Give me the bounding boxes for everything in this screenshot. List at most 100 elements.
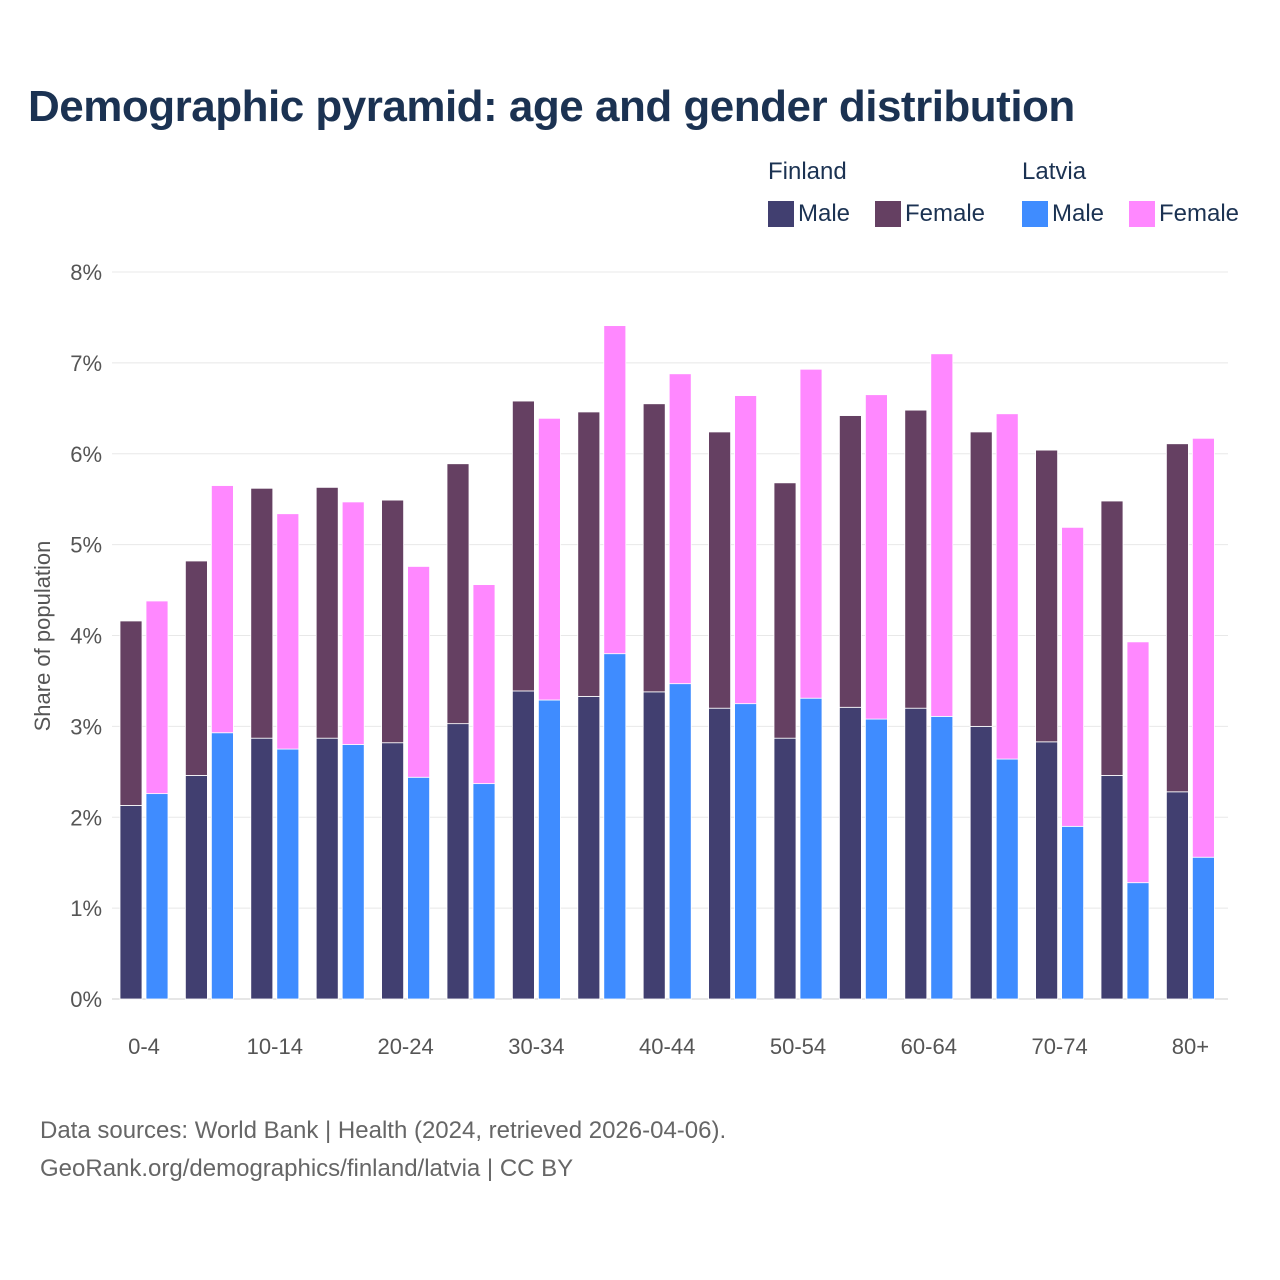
bar-latvia-male-55-59 bbox=[865, 718, 888, 1000]
bar-latvia-female-55-59 bbox=[865, 394, 888, 720]
bar-finland-male-10-14 bbox=[250, 737, 274, 1000]
bar-latvia-female-5-9 bbox=[210, 485, 234, 734]
bar-latvia-female-15-19 bbox=[341, 501, 365, 745]
legend-swatch bbox=[875, 201, 901, 227]
bar-latvia-male-0-4 bbox=[145, 793, 169, 1000]
bar-finland-female-20-24 bbox=[381, 499, 405, 744]
bar-finland-female-40-44 bbox=[642, 403, 666, 693]
legend-label: Male bbox=[798, 200, 851, 227]
legend-swatch bbox=[1129, 201, 1155, 227]
bar-latvia-female-75-79 bbox=[1126, 641, 1150, 884]
bar-finland-female-55-59 bbox=[839, 415, 862, 708]
x-tick-label: 40-44 bbox=[639, 1034, 695, 1059]
chart-area: 0% 1% 2% 3% 4% 5% 6% 7% 8% Share of population 0-4… bbox=[30, 260, 1228, 1059]
bar-finland-male-75-79 bbox=[1100, 775, 1124, 1000]
bar-finland-female-10-14 bbox=[250, 487, 274, 739]
bar-finland-female-50-54 bbox=[773, 482, 797, 739]
bar-latvia-male-45-49 bbox=[734, 703, 757, 1000]
x-tick-label: 70-74 bbox=[1031, 1034, 1087, 1059]
bar-finland-female-25-29 bbox=[446, 463, 470, 725]
x-tick-label: 80+ bbox=[1172, 1034, 1209, 1059]
bar-latvia-female-35-39 bbox=[603, 325, 627, 655]
bar-latvia-female-40-44 bbox=[668, 373, 692, 685]
bar-finland-female-5-9 bbox=[184, 560, 208, 776]
legend-group-latvia: Latvia bbox=[1022, 158, 1087, 185]
bar-latvia-male-15-19 bbox=[341, 744, 365, 1000]
bar-latvia-female-0-4 bbox=[145, 600, 169, 795]
bar-finland-female-75-79 bbox=[1100, 500, 1124, 776]
legend-label: Female bbox=[905, 200, 986, 227]
bar-finland-male-80+ bbox=[1166, 791, 1189, 1000]
bar-latvia-female-45-49 bbox=[734, 395, 757, 705]
bar-finland-female-80+ bbox=[1166, 443, 1189, 793]
bar-finland-male-45-49 bbox=[708, 707, 731, 1000]
bar-latvia-male-20-24 bbox=[407, 776, 431, 1000]
bar-finland-male-30-34 bbox=[512, 690, 535, 1000]
legend-latvia-female[interactable]: Female bbox=[1129, 200, 1239, 228]
chart-title: Demographic pyramid: age and gender dist… bbox=[28, 82, 1075, 131]
bar-latvia-male-65-69 bbox=[995, 758, 1019, 1000]
bar-finland-female-35-39 bbox=[577, 411, 601, 697]
bar-finland-male-65-69 bbox=[969, 725, 993, 1000]
legend-label: Female bbox=[1159, 200, 1240, 227]
footer-credit: GeoRank.org/demographics/finland/latvia … bbox=[40, 1155, 574, 1182]
legend-latvia-male[interactable]: Male bbox=[1022, 200, 1104, 228]
y-tick-label: 7% bbox=[70, 351, 102, 376]
bar-latvia-female-80+ bbox=[1192, 437, 1215, 858]
bar-finland-male-0-4 bbox=[119, 805, 143, 1000]
bar-latvia-male-60-64 bbox=[930, 715, 954, 1000]
y-tick-label: 6% bbox=[70, 442, 102, 467]
bar-finland-male-70-74 bbox=[1035, 741, 1058, 1000]
bar-latvia-male-75-79 bbox=[1126, 882, 1150, 1000]
bar-latvia-male-80+ bbox=[1192, 856, 1215, 1000]
bar-latvia-female-20-24 bbox=[407, 566, 431, 778]
bar-finland-male-55-59 bbox=[839, 706, 862, 1000]
bar-latvia-male-40-44 bbox=[668, 683, 692, 1000]
bar-latvia-female-10-14 bbox=[276, 513, 300, 750]
bar-latvia-male-30-34 bbox=[538, 699, 561, 1000]
x-tick-label: 0-4 bbox=[128, 1034, 160, 1059]
bar-latvia-female-30-34 bbox=[538, 417, 561, 701]
y-tick-label: 2% bbox=[70, 805, 102, 830]
bar-latvia-male-50-54 bbox=[799, 697, 823, 1000]
bar-latvia-male-5-9 bbox=[210, 732, 234, 1000]
bar-latvia-male-70-74 bbox=[1061, 825, 1084, 1000]
bar-finland-female-15-19 bbox=[315, 486, 339, 739]
x-tick-label: 50-54 bbox=[770, 1034, 826, 1059]
bar-finland-male-40-44 bbox=[642, 691, 666, 1000]
bar-finland-male-50-54 bbox=[773, 737, 797, 1000]
y-tick-label: 5% bbox=[70, 533, 102, 558]
bar-latvia-male-35-39 bbox=[603, 653, 627, 1000]
bar-finland-male-15-19 bbox=[315, 737, 339, 1000]
legend-swatch bbox=[768, 201, 794, 227]
bar-latvia-male-10-14 bbox=[276, 748, 300, 1000]
bar-finland-female-60-64 bbox=[904, 409, 928, 709]
bar-latvia-male-25-29 bbox=[472, 783, 496, 1000]
x-tick-label: 20-24 bbox=[377, 1034, 433, 1059]
x-tick-label: 60-64 bbox=[901, 1034, 957, 1059]
x-tick-label: 30-34 bbox=[508, 1034, 564, 1059]
bar-finland-male-25-29 bbox=[446, 723, 470, 1000]
legend-finland-male[interactable]: Male bbox=[768, 200, 850, 228]
y-axis-label: Share of population bbox=[30, 541, 55, 732]
legend-swatch bbox=[1022, 201, 1048, 227]
legend-label: Male bbox=[1052, 200, 1105, 227]
footer-source: Data sources: World Bank | Health (2024,… bbox=[40, 1117, 727, 1144]
y-tick-label: 1% bbox=[70, 896, 102, 921]
bar-latvia-female-25-29 bbox=[472, 584, 496, 785]
bar-latvia-female-50-54 bbox=[799, 368, 823, 699]
bar-finland-female-45-49 bbox=[708, 431, 731, 709]
bar-finland-female-0-4 bbox=[119, 620, 143, 806]
bar-finland-female-70-74 bbox=[1035, 449, 1058, 743]
bar-finland-male-35-39 bbox=[577, 695, 601, 1000]
y-tick-label: 3% bbox=[70, 714, 102, 739]
legend-finland-female[interactable]: Female bbox=[875, 200, 985, 228]
bar-latvia-female-65-69 bbox=[995, 413, 1019, 760]
x-tick-label: 10-14 bbox=[247, 1034, 303, 1059]
bar-finland-male-20-24 bbox=[381, 742, 405, 1000]
y-tick-label: 8% bbox=[70, 260, 102, 285]
bar-finland-female-30-34 bbox=[512, 400, 535, 692]
bar-finland-female-65-69 bbox=[969, 431, 993, 727]
y-tick-label: 4% bbox=[70, 624, 102, 649]
y-tick-label: 0% bbox=[70, 987, 102, 1012]
